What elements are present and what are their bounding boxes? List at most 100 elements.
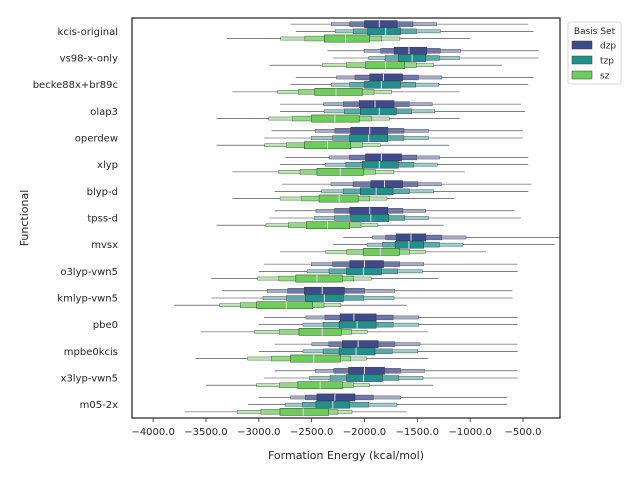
boxen-iqr-box	[360, 107, 397, 116]
boxen-iqr-box	[370, 180, 403, 188]
boxen-dzp	[327, 46, 539, 55]
boxen-iqr-box	[349, 206, 388, 215]
boxen-sz	[216, 221, 444, 230]
x-tick-label: −1500.0	[396, 427, 439, 438]
boxen-iqr-box	[304, 286, 345, 295]
boxen-tzp	[332, 54, 539, 62]
boxen-dzp	[343, 233, 560, 242]
legend-frame	[567, 21, 622, 85]
legend-label-dzp: dzp	[600, 42, 616, 52]
y-tick-label: mvsx	[91, 240, 118, 251]
boxen-sz	[184, 408, 407, 416]
boxen-dzp	[264, 260, 518, 268]
boxen-sz	[195, 354, 428, 363]
boxen-tzp	[279, 107, 526, 116]
boxen-iqr-box	[338, 320, 377, 329]
boxen-iqr-box	[350, 214, 390, 222]
boxen-iqr-box	[363, 248, 400, 256]
boxen-iqr-box	[358, 100, 395, 108]
boxen-dzp	[271, 126, 524, 135]
boxen-dzp	[221, 286, 513, 295]
legend-swatch-tzp	[571, 55, 593, 65]
legend-label-sz: sz	[600, 72, 610, 82]
plot-area	[174, 20, 560, 416]
boxen-iqr-box	[365, 61, 405, 70]
boxen-tzp	[258, 267, 518, 276]
legend-swatch-dzp	[571, 40, 593, 50]
boxen-tzp	[269, 214, 521, 222]
boxen-tzp	[295, 27, 534, 36]
boxen-sz	[216, 141, 450, 150]
boxen-iqr-box	[393, 46, 428, 55]
y-tick-label: m05-2x	[80, 400, 118, 411]
x-tick-label: −4000.0	[131, 427, 174, 438]
boxen-iqr-box	[362, 160, 399, 169]
boxen-iqr-box	[342, 340, 379, 348]
y-tick-label: kcis-original	[58, 27, 118, 38]
legend-label-tzp: tzp	[600, 57, 614, 67]
y-tick-label: mpbe0kcis	[64, 347, 118, 358]
boxen-tzp	[290, 80, 529, 89]
x-tick-label: −2000.0	[343, 427, 386, 438]
boxen-iqr-box	[324, 34, 371, 43]
boxen-sz	[216, 114, 460, 123]
boxen-iqr-box	[346, 267, 382, 276]
boxen-tzp	[258, 320, 518, 329]
x-tick-label: −1000.0	[448, 427, 491, 438]
x-tick-label: −2500.0	[290, 427, 333, 438]
y-tick-label: olap3	[90, 107, 118, 118]
boxen-iqr-box	[256, 301, 313, 310]
boxen-iqr-box	[348, 366, 385, 375]
boxen-iqr-box	[339, 313, 377, 322]
boxen-iqr-box	[394, 240, 424, 249]
boxen-iqr-box	[316, 393, 356, 402]
y-tick-label: o3lyp-vwn5	[60, 267, 118, 278]
boxen-iqr-box	[364, 20, 398, 28]
boxen-tzp	[248, 400, 508, 409]
boxen-tzp	[264, 134, 524, 142]
boxen-dzp	[282, 180, 532, 188]
boxen-iqr-box	[318, 194, 359, 203]
y-tick-label: pbe0	[93, 320, 118, 331]
boxen-tzp	[264, 374, 518, 382]
boxen-sz	[174, 301, 407, 310]
boxen-dzp	[264, 313, 518, 322]
y-tick-label: operdew	[75, 134, 118, 145]
boxen-iqr-box	[365, 153, 402, 162]
boxen-dzp	[295, 73, 534, 82]
boxen-sz	[232, 88, 460, 96]
boxen-iqr-box	[279, 408, 329, 416]
boxen-iqr-box	[349, 260, 384, 268]
boxen-sz	[232, 194, 455, 203]
boxen-dzp	[274, 366, 518, 375]
plot-frame	[131, 17, 561, 419]
boxen-tzp	[332, 240, 555, 249]
x-tick-label: −3500.0	[184, 427, 227, 438]
boxen-iqr-box	[369, 73, 403, 82]
boxen-sz	[279, 248, 487, 256]
boxen-iqr-box	[360, 187, 394, 196]
boxen-sz	[269, 61, 502, 70]
y-axis: kcis-original vs98-x-only becke88x+br89c ol…	[33, 27, 118, 411]
y-axis-label: Functional	[18, 190, 31, 247]
y-tick-label: becke88x+br89c	[33, 80, 118, 91]
y-tick-label: tpss-d	[87, 214, 118, 225]
boxen-dzp	[279, 100, 521, 108]
boxen-iqr-box	[338, 347, 376, 356]
boxen-sz	[205, 381, 434, 390]
boxen-iqr-box	[350, 126, 388, 135]
legend-entries: dzp tzp sz	[571, 40, 616, 82]
y-tick-label: x3lyp-vwn5	[61, 374, 118, 385]
boxen-iqr-box	[314, 88, 363, 96]
boxen-iqr-box	[346, 374, 383, 382]
legend-swatch-sz	[571, 70, 593, 80]
y-tick-label: blyp-d	[87, 187, 118, 198]
boxen-iqr-box	[295, 274, 343, 283]
boxen-sz	[227, 34, 471, 43]
x-tick-label: −500.0	[505, 427, 542, 438]
boxen-dzp	[285, 153, 529, 162]
boxen-iqr-box	[306, 221, 350, 230]
boxen-tzp	[274, 187, 529, 196]
legend: Basis Set dzp tzp sz	[567, 21, 622, 85]
